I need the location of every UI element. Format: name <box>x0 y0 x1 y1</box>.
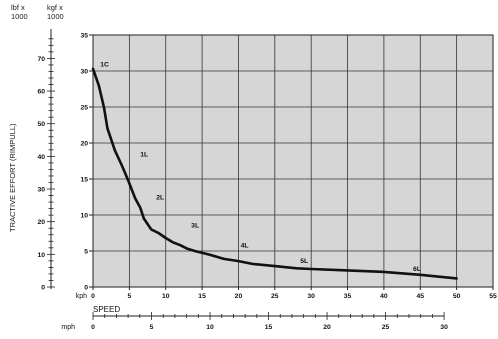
tractive-effort-curve <box>91 67 458 280</box>
kph-tick-label: 50 <box>453 293 461 300</box>
mph-tick-label: 5 <box>150 324 154 331</box>
kph-tick-label: 15 <box>198 293 206 300</box>
kgf-tick-label: 35 <box>80 33 88 40</box>
plot-area <box>93 35 493 287</box>
mph-tick-label: 30 <box>440 324 448 331</box>
kph-tick-label: 55 <box>489 293 497 300</box>
mph-tick-label: 0 <box>91 324 95 331</box>
kph-tick-label: 40 <box>380 293 388 300</box>
kph-tick-label: 35 <box>344 293 352 300</box>
lbf-tick-label: 0 <box>41 285 45 292</box>
gear-label: 4L <box>241 243 249 250</box>
kph-tick-label: 45 <box>416 293 424 300</box>
gear-label: 6L <box>413 266 421 273</box>
lbf-tick-label: 50 <box>37 121 45 128</box>
x-axis-title: SPEED <box>93 305 120 314</box>
kgf-tick-label: 15 <box>80 177 88 184</box>
mph-tick-label: 15 <box>265 324 273 331</box>
kgf-tick-label: 25 <box>80 105 88 112</box>
gear-label: 2L <box>156 195 164 202</box>
plot-frame <box>92 34 494 288</box>
mph-tick-label: 20 <box>323 324 331 331</box>
gear-label: 1C <box>100 61 109 68</box>
kgf-unit-label: kgf x 1000 <box>47 3 64 21</box>
mph-tick-label: 25 <box>382 324 390 331</box>
lbf-unit-label: lbf x 1000 <box>11 3 28 21</box>
mph-unit-label: mph <box>61 324 75 331</box>
kph-tick-label: 5 <box>127 293 131 300</box>
kph-tick-label: 0 <box>91 293 95 300</box>
kph-unit-label: kph <box>76 293 87 300</box>
gear-label: 1L <box>140 151 148 158</box>
kgf-tick-label: 0 <box>84 285 88 292</box>
kgf-tick-label: 5 <box>84 249 88 256</box>
kph-tick-label: 10 <box>162 293 170 300</box>
kgf-tick-label: 20 <box>80 141 88 148</box>
gear-label: 5L <box>300 258 308 265</box>
lbf-tick-label: 10 <box>37 252 45 259</box>
kph-tick-label: 30 <box>307 293 315 300</box>
kph-tick-label: 20 <box>235 293 243 300</box>
kgf-tick-label: 10 <box>80 213 88 220</box>
mph-tick-label: 10 <box>206 324 214 331</box>
kph-tick-label: 25 <box>271 293 279 300</box>
lbf-tick-label: 60 <box>37 89 45 96</box>
lbf-tick-label: 70 <box>37 56 45 63</box>
lbf-tick-label: 20 <box>37 219 45 226</box>
lbf-tick-label: 40 <box>37 154 45 161</box>
kgf-tick-label: 30 <box>80 69 88 76</box>
gear-label: 3L <box>191 223 199 230</box>
lbf-tick-label: 30 <box>37 187 45 194</box>
